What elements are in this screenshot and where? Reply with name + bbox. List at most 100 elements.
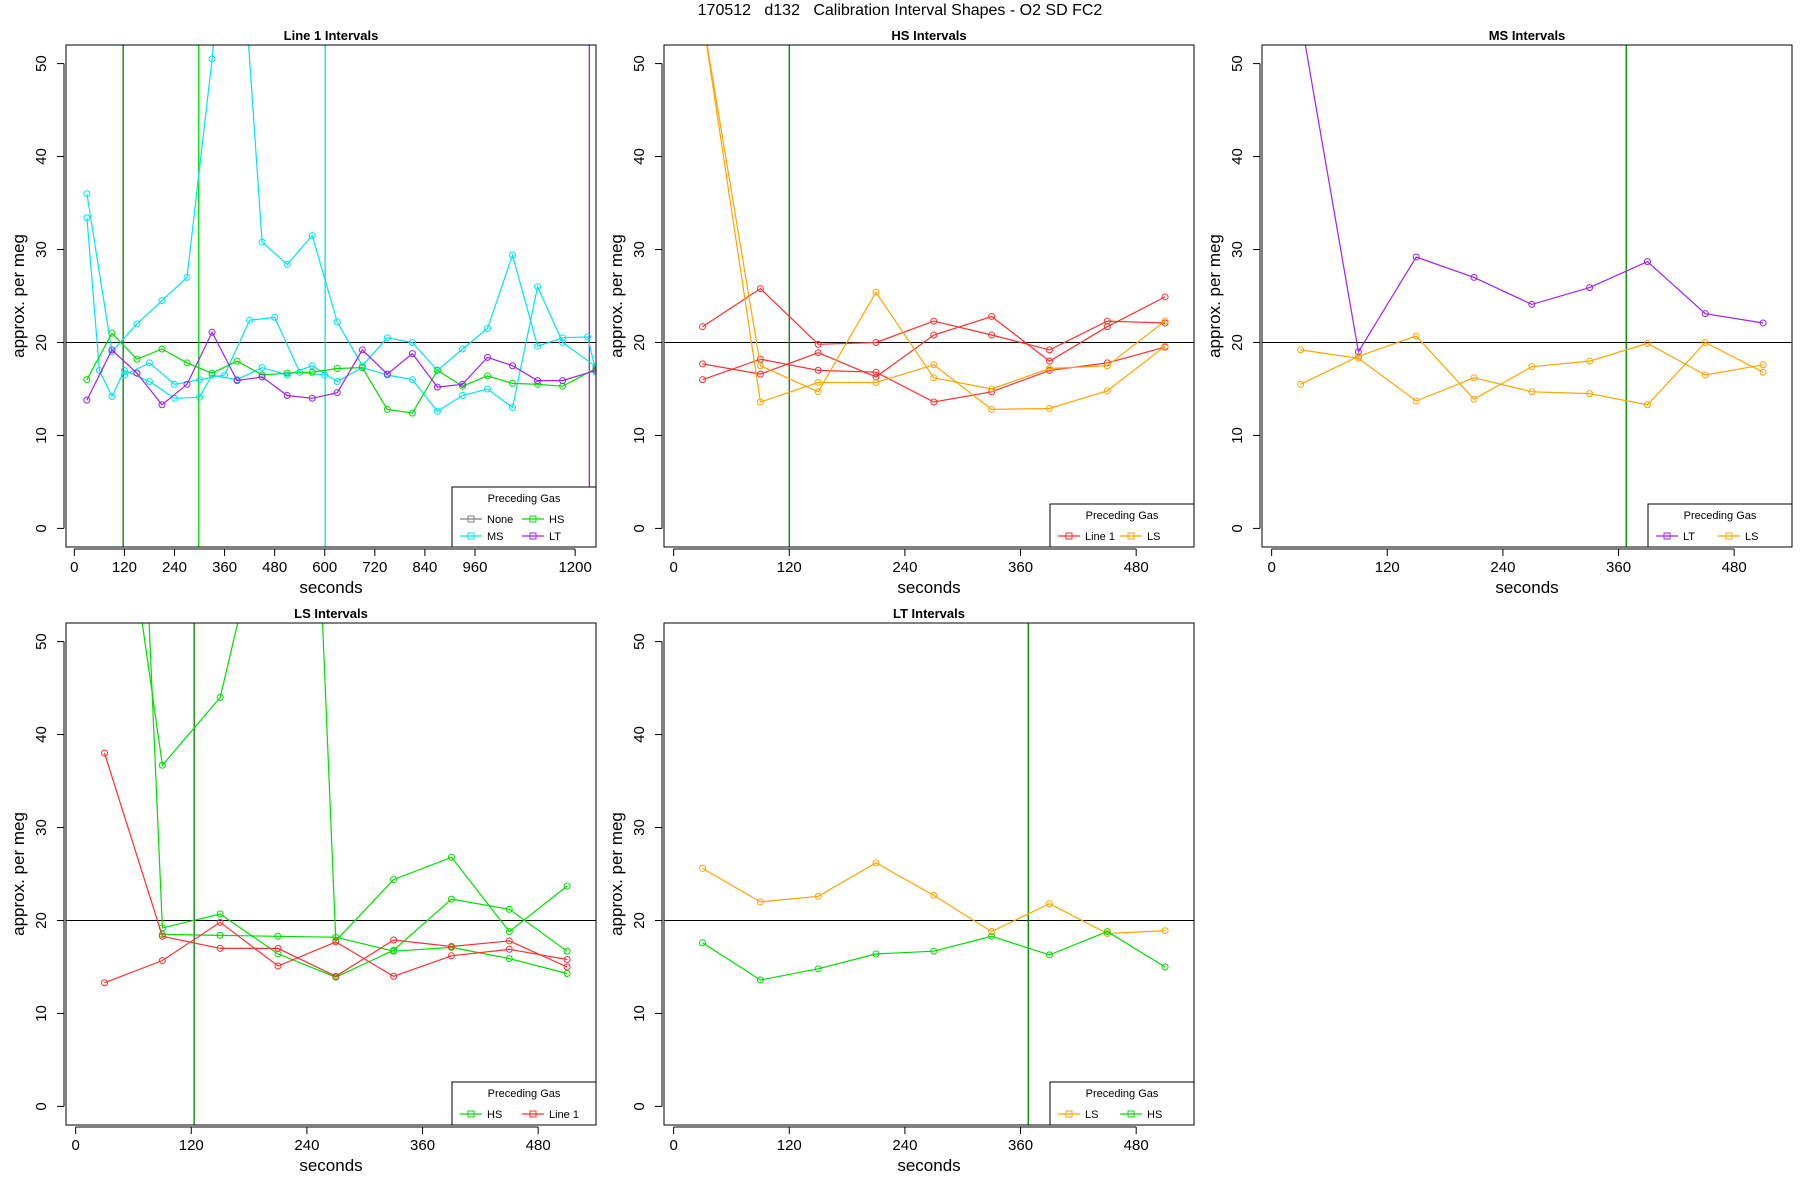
x-tick-label: 240 [892,1137,917,1154]
data-point-hs [563,969,571,977]
data-point-ls [1701,371,1709,379]
data-point-ls [1045,900,1053,908]
data-point-ls [1103,362,1111,370]
figure-title: 170512 d132 Calibration Interval Shapes … [697,2,1103,19]
data-point-ls [1470,395,1478,403]
panel-title: Line 1 Intervals [284,28,379,43]
legend-swatch-marker [467,1110,475,1118]
legend-swatch-marker [529,532,537,540]
y-tick-label: 30 [33,819,50,836]
series-line-ls [1300,341,1764,406]
data-point-line-1 [1161,293,1169,301]
data-point-lt [208,328,216,336]
data-point-ls [700,14,706,20]
data-point-ls [988,385,996,393]
data-point-hs [133,355,141,363]
y-axis-label: approx. per meg [1205,234,1224,358]
y-axis-label: approx. per meg [607,812,626,936]
x-tick-label: 0 [71,1137,79,1154]
data-point-ms [271,313,279,321]
data-point-line-1 [390,936,398,944]
data-point-ls [1759,361,1767,369]
data-point-line-1 [101,979,109,987]
data-point-ms [534,283,542,291]
data-point-ms [308,232,316,240]
data-point-hs [505,928,513,936]
series-line-line-1 [104,921,568,984]
data-point-line-1 [274,962,282,970]
data-point-lt [408,350,416,358]
data-point-hs [563,947,571,955]
data-point-hs [408,409,416,417]
x-tick-label: 240 [294,1137,319,1154]
data-point-hs [756,976,764,984]
x-tick-label: 360 [1606,559,1631,576]
y-tick-label: 50 [631,55,648,72]
legend-label-hs: HS [487,1109,502,1121]
x-axis-label: seconds [299,578,362,597]
panel-ls-intervals: LS Intervals seconds approx. per meg 0 120 24… [9,592,597,1175]
data-point-ls [1045,404,1053,412]
data-point-ls [930,374,938,382]
data-point-hs [283,369,291,377]
data-point-line-1 [930,317,938,325]
data-point-ls [1297,346,1305,354]
data-point-ls [699,864,707,872]
y-tick-label: 50 [1229,55,1246,72]
data-point-ms [483,325,491,333]
data-point-line-1 [930,331,938,339]
y-tick-label: 30 [1229,241,1246,258]
data-point-ms [120,366,128,374]
x-tick-label: 120 [777,1137,802,1154]
legend-swatch-marker [1663,532,1671,540]
x-axis-label: seconds [897,1156,960,1175]
data-point-hs [563,882,571,890]
data-point-line-1 [814,349,822,357]
series-line-hs [162,933,568,975]
data-point-ls [1412,397,1420,405]
data-point-lt [383,370,391,378]
data-point-hs [216,693,224,701]
x-tick-label: 360 [1008,559,1033,576]
data-point-lt [83,396,91,404]
data-point-ms [95,366,103,374]
legend-swatch-marker [1725,532,1733,540]
data-point-ms [83,214,91,222]
y-tick-label: 0 [1229,524,1246,532]
data-point-ls [1759,368,1767,376]
data-point-line-1 [563,963,571,971]
data-point-ms [258,364,266,372]
data-point-ls [1586,390,1594,398]
legend-swatch-marker [467,532,475,540]
data-point-ms [534,342,542,350]
data-point-ls [1161,317,1169,325]
legend-label-lt: LT [1683,531,1695,543]
data-point-line-1 [332,938,340,946]
data-point-ls [814,388,822,396]
series-line-line-1 [702,346,1166,403]
legend-label-hs: HS [549,514,564,526]
data-point-lt [133,369,141,377]
data-point-lt [1759,319,1767,327]
data-point-lt [233,377,241,385]
y-tick-label: 20 [33,334,50,351]
data-point-ms [584,333,592,341]
data-point-ls [930,361,938,369]
data-point-hs [241,592,247,598]
y-axis-label: approx. per meg [9,234,28,358]
data-point-ms [108,392,116,400]
data-point-ms [183,273,191,281]
x-tick-label: 480 [1124,559,1149,576]
y-tick-label: 30 [631,241,648,258]
data-point-hs [135,592,141,598]
plot-area [1262,14,1792,547]
data-point-hs [509,379,517,387]
legend-swatch-marker [1127,1110,1135,1118]
data-point-ms [458,345,466,353]
y-tick-label: 10 [1229,427,1246,444]
data-point-hs [534,380,542,388]
legend-box [1049,1081,1195,1126]
y-tick-label: 0 [631,1102,648,1110]
data-point-lt [1298,14,1304,20]
plot-area [66,45,596,547]
